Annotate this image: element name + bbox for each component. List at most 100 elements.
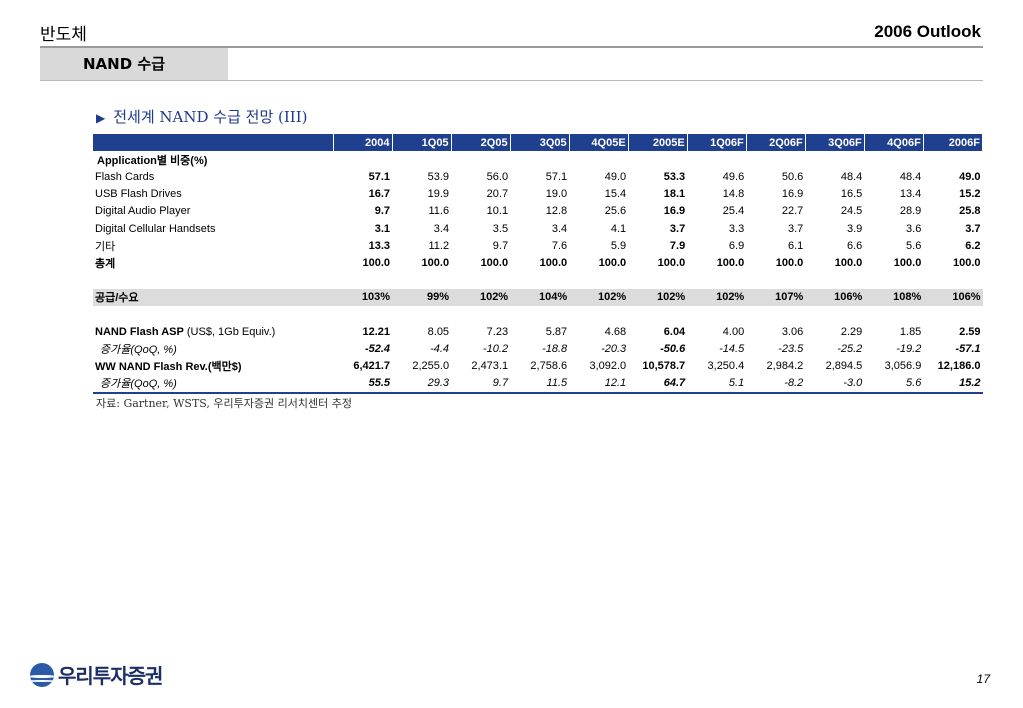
section-label: Application별 비중(%) [97,154,208,167]
logo-mark-icon [30,662,54,687]
column-header: 3Q06F [805,134,865,152]
table-title: ▶ 전세계 NAND 수급 전망 (III) [96,106,308,127]
table-cell: 16.9 [781,188,804,201]
table-cell: 100.0 [657,256,686,269]
section-tab: NAND 수급 [40,48,228,81]
table-cell: 12.21 [362,325,391,338]
header-category: 반도체 [40,25,87,45]
table-cell: 100.0 [716,256,745,269]
row-label: WW NAND Flash Rev.(백만$) [95,361,242,374]
table-cell: 2.59 [959,325,981,338]
table-cell: 102% [569,288,629,306]
table-cell: -3.0 [805,374,865,394]
column-header-empty [93,134,334,152]
table-cell: 2,473.1 [471,360,509,373]
table-cell: 3,056.9 [884,360,922,373]
table-cell: 104% [510,288,570,306]
table-cell: 100.0 [893,256,922,269]
table-cell: 106% [923,288,983,306]
table-cell: 102% [451,288,511,306]
table-cell: -52.4 [364,342,391,355]
table-cell: 25.8 [959,205,981,218]
table-cell: 3.6 [906,222,922,235]
triangle-bullet-icon: ▶ [96,111,106,125]
row-label: USB Flash Drives [95,188,182,201]
source-note: 자료: Gartner, WSTS, 우리투자증권 리서치센터 추정 [96,397,352,410]
table-cell: 29.3 [392,374,452,394]
spacer-cell [93,306,983,323]
table-cell: 11.5 [510,374,570,394]
table-cell: 2,894.5 [825,360,863,373]
spacer-row [93,306,983,323]
table-cell: 8.05 [427,325,450,338]
table-cell: 1.85 [899,325,922,338]
table-title-text: 전세계 NAND 수급 전망 (III) [113,108,308,126]
table-cell: -4.4 [430,342,450,355]
table-cell: 100.0 [775,256,804,269]
table-cell: 2,984.2 [766,360,804,373]
table-cell: 5.6 [864,374,924,394]
table-cell: 14.8 [722,188,745,201]
table-cell: 3.1 [374,222,391,235]
table-cell: 11.6 [428,205,450,218]
table-cell: 28.9 [899,205,922,218]
table-cell: 12.8 [545,205,568,218]
column-header: 1Q06F [687,134,747,152]
table-cell: 100.0 [480,256,509,269]
table-cell: 108% [864,288,924,306]
row-label: Flash Cards [95,170,155,183]
table-cell: -20.3 [601,342,627,355]
table-cell: 100.0 [834,256,863,269]
table-cell: -14.5 [719,342,745,355]
table-cell: 15.2 [959,188,981,201]
table-cell: -10.2 [483,342,509,355]
table-cell: -57.1 [955,342,981,355]
table-cell: 49.0 [604,170,627,183]
table-header-row: 2004 1Q05 2Q05 3Q05 4Q05E 2005E 1Q06F 2Q… [93,134,984,152]
table-cell: 2.29 [840,325,863,338]
table-cell: 7.23 [486,325,509,338]
table-cell: 13.3 [368,239,391,252]
asp-growth-row: 증가율(QoQ, %) -52.4 -4.4 -10.2 -18.8 -20.3 -50.6… [93,340,983,357]
column-header: 2Q05 [451,134,511,152]
table-cell: 6,421.7 [353,360,391,373]
row-label: 증가율(QoQ, %) [93,374,333,394]
column-header: 2Q06F [746,134,806,152]
table-cell: 6.04 [663,325,686,338]
table-cell: 6.9 [728,239,745,252]
table-cell: -23.5 [778,342,804,355]
table-cell: -50.6 [660,342,686,355]
table-cell: 57.1 [368,170,391,183]
company-logo: 우리투자증권 [30,660,163,689]
table-cell: 2,758.6 [530,360,568,373]
revenue-row: WW NAND Flash Rev.(백만$) 6,421.7 2,255.0 2,4… [93,357,983,374]
table-cell: 16.9 [663,205,686,218]
row-label: 기타 [95,240,116,253]
table-cell: 2,255.0 [412,360,450,373]
table-cell: 3.9 [846,222,863,235]
table-cell: 3.4 [433,222,450,235]
table-cell: 5.6 [906,239,922,252]
table-cell: 9.7 [374,205,391,218]
table-cell: 48.4 [899,170,922,183]
table-cell: 7.6 [551,239,568,252]
table-cell: 102% [628,288,688,306]
header-title: 2006 Outlook [874,22,981,41]
table-cell: 48.4 [840,170,863,183]
asp-unit-label: (US$, 1Gb Equiv.) [183,325,276,338]
table-row: Digital Audio Player 9.7 11.6 10.1 12.8 25.6 1… [93,203,983,220]
table-cell: -25.2 [837,342,863,355]
spacer-row [93,272,983,289]
spacer-cell [93,272,983,289]
table-cell: 100.0 [598,256,627,269]
table-cell: 20.7 [486,188,509,201]
table-cell: 64.7 [628,374,688,394]
table-cell: 4.1 [610,222,627,235]
section-divider [40,80,983,81]
table-cell: 102% [687,288,747,306]
table-cell: 9.7 [451,374,511,394]
column-header: 2005E [628,134,688,152]
table-cell: 3.7 [669,222,686,235]
table-cell: 107% [746,288,806,306]
row-label: 공급/수요 [93,288,333,306]
